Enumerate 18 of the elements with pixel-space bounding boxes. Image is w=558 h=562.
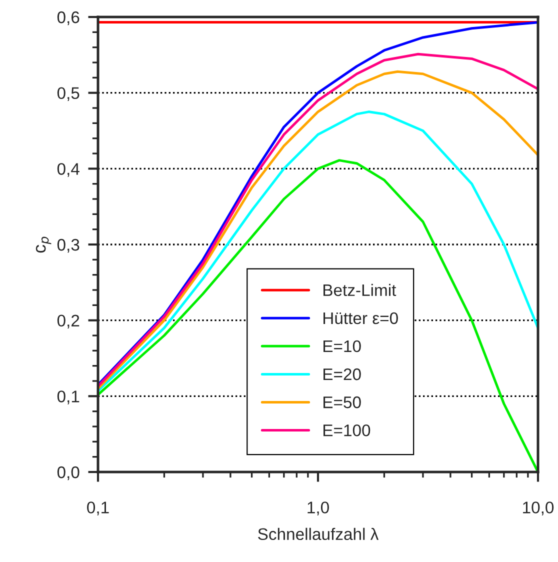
- legend-label: E=100: [324, 424, 370, 436]
- y-tick-label: 0,5: [57, 87, 80, 102]
- y-tick-label: 0,0: [57, 466, 80, 480]
- y-tick-label: 0,3: [57, 238, 80, 253]
- legend-label: Betz-Limit: [324, 284, 396, 296]
- legend-label: E=20: [324, 368, 361, 380]
- legend-label: Hütter ε=0: [324, 312, 398, 324]
- legend-label: E=10: [324, 340, 361, 352]
- x-axis-title: Schnellaufzahl λ: [258, 528, 379, 540]
- x-tick-label: 10,0: [523, 502, 554, 516]
- y-tick-label: 0,6: [57, 11, 80, 26]
- y-tick-label: 0,4: [57, 163, 80, 177]
- legend-label: E=50: [324, 396, 361, 408]
- y-tick-label: 0,1: [57, 390, 80, 404]
- x-tick-label: 1,0: [308, 502, 329, 516]
- y-tick-label: 0,2: [57, 314, 80, 329]
- y-axis-title: c$_{p}$: [36, 236, 52, 253]
- x-tick-label: 0,1: [87, 502, 109, 516]
